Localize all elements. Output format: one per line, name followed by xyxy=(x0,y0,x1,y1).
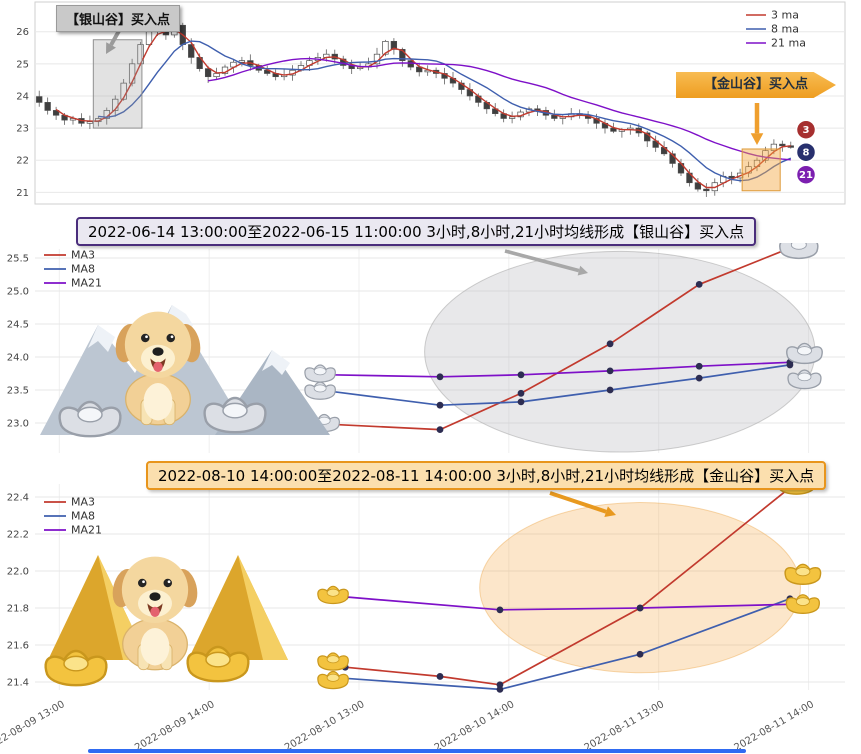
silver-ingot-icon xyxy=(58,400,122,438)
svg-text:24.0: 24.0 xyxy=(7,353,29,364)
svg-text:MA21: MA21 xyxy=(71,524,102,537)
series-MA3 xyxy=(330,247,791,431)
svg-text:23.5: 23.5 xyxy=(7,386,29,397)
data-point xyxy=(636,650,644,658)
data-point xyxy=(517,389,525,397)
data-point xyxy=(496,686,504,693)
svg-text:MA3: MA3 xyxy=(71,496,95,509)
svg-text:3: 3 xyxy=(803,125,810,136)
svg-text:22.2: 22.2 xyxy=(7,530,29,541)
svg-text:2022-08-10 14:00: 2022-08-10 14:00 xyxy=(433,699,517,754)
ma-end-badge xyxy=(795,141,817,163)
highlight-ellipse xyxy=(424,250,816,453)
gold-ingot-icon xyxy=(317,670,349,690)
gold-ingot-icon xyxy=(785,594,820,614)
silver-ingot-icon xyxy=(786,342,823,365)
svg-text:23.0: 23.0 xyxy=(7,419,29,430)
svg-text:21.8: 21.8 xyxy=(7,604,29,615)
svg-text:21: 21 xyxy=(16,188,29,199)
horizontal-scrollbar[interactable] xyxy=(88,749,746,753)
silver-valley-tag: 【银山谷】买入点 xyxy=(56,5,181,32)
svg-text:2022-08-09 14:00: 2022-08-09 14:00 xyxy=(133,699,217,754)
ma-end-badge xyxy=(795,164,817,185)
gold-valley-highlight xyxy=(741,148,781,192)
svg-text:21: 21 xyxy=(799,170,813,181)
svg-text:26: 26 xyxy=(16,27,29,38)
svg-text:8 ma: 8 ma xyxy=(771,23,799,36)
silver-valley-decoration xyxy=(40,305,330,438)
svg-text:2022-08-10 13:00: 2022-08-10 13:00 xyxy=(283,699,367,754)
svg-text:8: 8 xyxy=(803,148,810,159)
gold-ingot-icon xyxy=(186,645,250,683)
data-point xyxy=(436,401,444,409)
svg-text:MA21: MA21 xyxy=(71,277,102,290)
gold-valley-banner: 2022-08-10 14:00:00至2022-08-11 14:00:00 … xyxy=(146,461,827,490)
gold-ingot-icon xyxy=(317,585,349,605)
silver-ingot-icon xyxy=(304,381,336,400)
ma-end-badge xyxy=(795,119,817,140)
silver-valley-banner: 2022-06-14 13:00:00至2022-06-15 11:00:00 … xyxy=(76,217,757,246)
data-point xyxy=(496,606,504,614)
svg-text:25.0: 25.0 xyxy=(7,287,29,298)
gold-ingot-icon xyxy=(784,563,822,585)
dog-image xyxy=(112,556,198,671)
silver-ingot-icon xyxy=(787,369,822,390)
data-point xyxy=(695,362,703,370)
data-point xyxy=(436,373,444,381)
data-point xyxy=(606,386,614,394)
svg-text:25: 25 xyxy=(16,59,29,70)
gold-ingot-icon xyxy=(44,649,108,687)
svg-text:25.5: 25.5 xyxy=(7,254,29,265)
gold-valley-decoration xyxy=(44,555,288,687)
ma-21-line xyxy=(207,57,791,161)
silver-ingot-icon xyxy=(203,396,267,434)
data-point xyxy=(436,426,444,433)
svg-text:MA3: MA3 xyxy=(71,249,95,262)
data-point xyxy=(636,604,644,612)
data-point xyxy=(517,398,525,406)
svg-text:24.5: 24.5 xyxy=(7,320,29,331)
svg-text:MA8: MA8 xyxy=(71,510,95,523)
silver-ingot-icon xyxy=(304,364,336,383)
svg-text:2022-08-11 13:00: 2022-08-11 13:00 xyxy=(583,699,667,754)
dog-image xyxy=(115,311,201,426)
svg-text:MA8: MA8 xyxy=(71,263,95,276)
gold-valley-tag-label: 【金山谷】买入点 xyxy=(703,77,808,92)
svg-text:2022-08-09 13:00: 2022-08-09 13:00 xyxy=(0,699,67,754)
series-MA8 xyxy=(330,364,791,407)
data-point xyxy=(606,340,614,348)
data-point xyxy=(436,673,444,680)
arrow-icon xyxy=(750,133,764,145)
series-MA21 xyxy=(345,596,790,611)
svg-text:23: 23 xyxy=(16,124,29,135)
arrow-icon xyxy=(604,506,616,518)
svg-text:21.4: 21.4 xyxy=(7,678,29,689)
highlight-ellipse xyxy=(479,502,801,674)
svg-text:22: 22 xyxy=(16,156,29,167)
svg-text:2022-08-11 14:00: 2022-08-11 14:00 xyxy=(732,699,816,754)
svg-text:3 ma: 3 ma xyxy=(771,9,799,22)
svg-text:22.4: 22.4 xyxy=(7,493,29,504)
svg-text:21 ma: 21 ma xyxy=(771,37,806,50)
gold-ingot-icon xyxy=(317,652,349,671)
silver-ingot-icon xyxy=(779,243,819,260)
silver-valley-highlight xyxy=(92,39,143,129)
series-MA21 xyxy=(330,361,790,378)
gold-valley-tag: 【金山谷】买入点 xyxy=(676,72,836,98)
data-point xyxy=(695,281,703,288)
data-point xyxy=(606,367,614,375)
series-MA8 xyxy=(345,597,791,691)
svg-text:24: 24 xyxy=(16,91,29,102)
data-point xyxy=(695,374,703,382)
svg-text:22.0: 22.0 xyxy=(7,567,29,578)
data-point xyxy=(517,371,525,379)
arrow-icon xyxy=(577,265,588,276)
arrow-icon xyxy=(106,42,116,54)
svg-text:21.6: 21.6 xyxy=(7,641,29,652)
